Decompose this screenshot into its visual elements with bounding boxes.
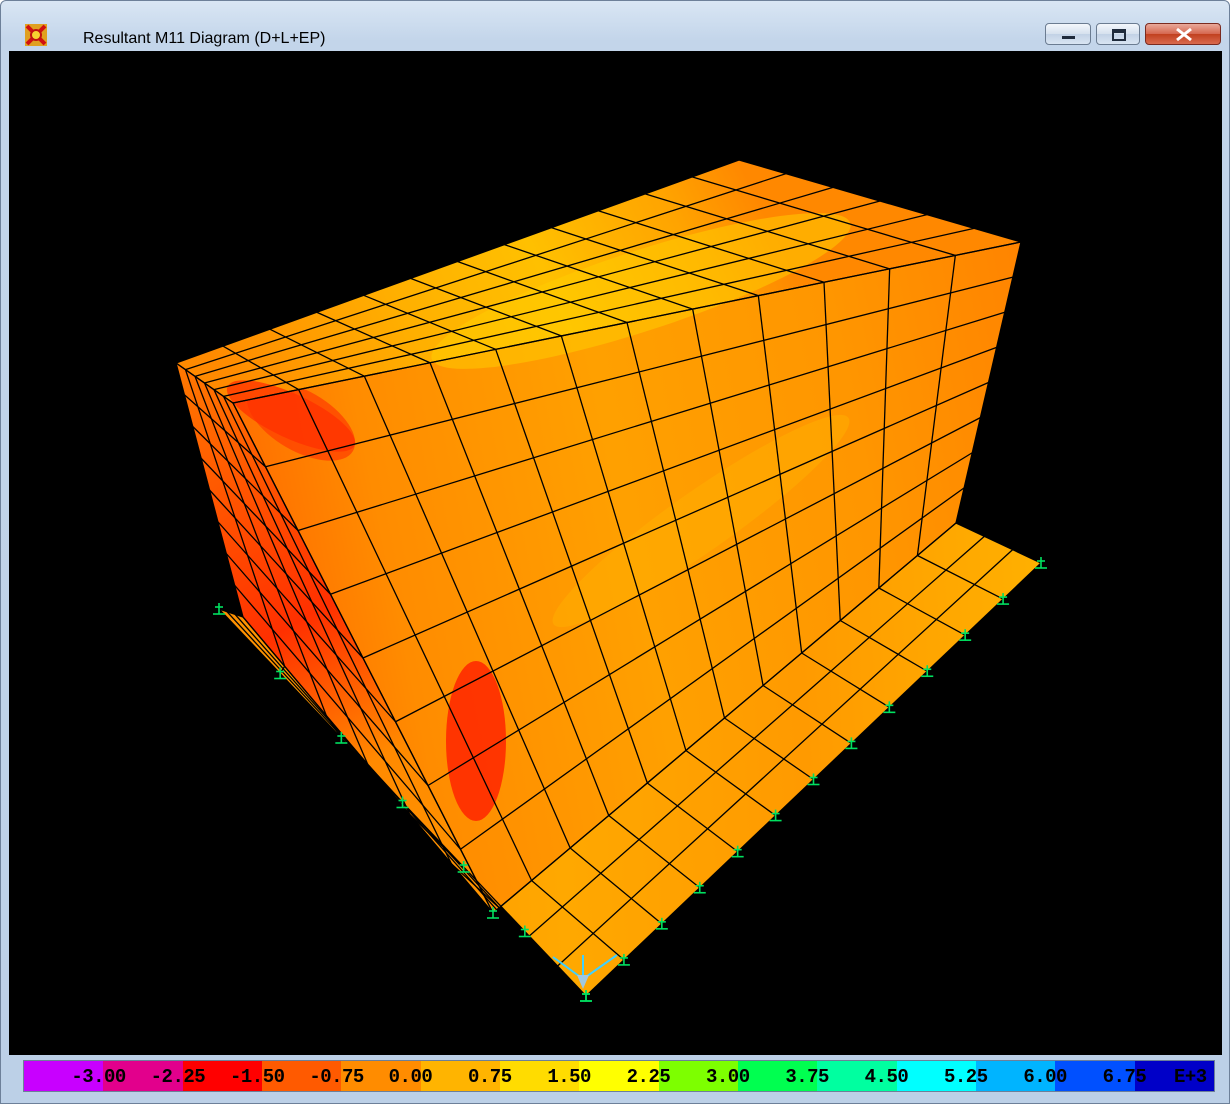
maximize-icon [1112, 29, 1126, 41]
stress-hotspot [446, 661, 506, 821]
legend-swatch [341, 1061, 421, 1091]
legend-label: -3.00 [71, 1066, 126, 1088]
legend-label: -1.50 [230, 1066, 285, 1088]
contour-legend: -3.00 -2.25 -1.50 -0.75 0.00 0.75 1.50 2.25 3.00… [23, 1060, 1215, 1092]
legend-label: 1.50 [547, 1066, 591, 1088]
legend-swatch [24, 1061, 104, 1091]
legend-swatch [1134, 1061, 1214, 1091]
legend-label: 0.75 [468, 1066, 512, 1088]
legend-color-bar [24, 1061, 1214, 1091]
legend-exponent: E+3 [1174, 1066, 1207, 1088]
legend-swatch [737, 1061, 818, 1091]
legend-swatch [579, 1061, 659, 1091]
legend-labels: -3.00 -2.25 -1.50 -0.75 0.00 0.75 1.50 2.25 3.00… [24, 1061, 1214, 1091]
base-slab [219, 523, 1041, 996]
legend-label: 2.25 [626, 1066, 671, 1088]
legend-label: 0.00 [388, 1066, 433, 1088]
legend-swatch [261, 1061, 342, 1091]
legend-label: 6.00 [1023, 1066, 1067, 1088]
legend-swatch [182, 1061, 262, 1091]
legend-swatch [1055, 1061, 1135, 1091]
legend-label: 6.75 [1102, 1066, 1147, 1088]
legend-swatch [499, 1061, 580, 1091]
close-button[interactable] [1145, 23, 1221, 45]
minimize-button[interactable] [1045, 23, 1091, 45]
legend-swatch [420, 1061, 500, 1091]
model-viewport[interactable] [9, 51, 1222, 1055]
legend-swatch [817, 1061, 897, 1091]
stress-band [552, 414, 850, 628]
legend-swatch [103, 1061, 183, 1091]
axis-triad [552, 954, 618, 989]
legend-swatch [975, 1061, 1056, 1091]
title-bar[interactable]: Resultant M11 Diagram (D+L+EP) [1, 1, 1229, 47]
support-markers [213, 557, 1047, 1002]
close-icon [1176, 27, 1192, 42]
legend-label: 4.50 [864, 1066, 909, 1088]
maximize-button[interactable] [1096, 23, 1140, 45]
sap2000-app-icon [25, 24, 47, 46]
minimize-icon [1062, 36, 1075, 39]
legend-label: 3.00 [706, 1066, 750, 1088]
legend-label: -2.25 [150, 1066, 206, 1088]
shell-contour-model [175, 159, 1047, 1002]
legend-swatch [658, 1061, 738, 1091]
legend-label: 3.75 [785, 1066, 829, 1088]
window-title: Resultant M11 Diagram (D+L+EP) [83, 30, 326, 47]
legend-label: 5.25 [944, 1066, 988, 1088]
legend-swatch [896, 1061, 976, 1091]
legend-label: -0.75 [309, 1066, 364, 1088]
